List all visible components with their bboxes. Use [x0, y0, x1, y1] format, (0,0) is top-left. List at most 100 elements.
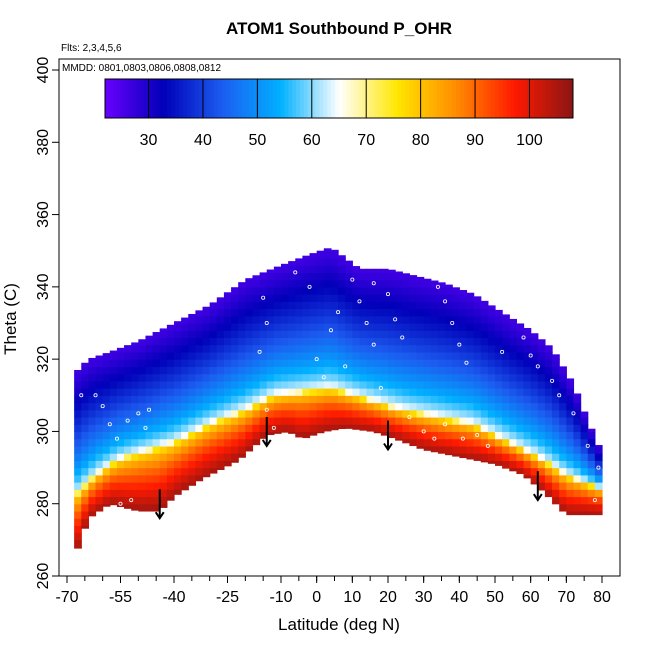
- curtain-cell: [480, 359, 489, 367]
- curtain-cell: [116, 474, 125, 483]
- curtain-cell: [409, 315, 418, 324]
- curtain-cell: [430, 366, 439, 375]
- colorbar-swatch: [510, 79, 515, 118]
- curtain-cell: [166, 474, 175, 483]
- sample-marker: [118, 501, 123, 506]
- curtain-cell: [330, 294, 339, 302]
- curtain-cell: [380, 351, 389, 360]
- colorbar-tick-label: 80: [412, 132, 430, 149]
- curtain-cell: [302, 366, 311, 375]
- curtain-cell: [124, 445, 132, 454]
- curtain-cell: [587, 510, 596, 516]
- curtain-cell: [88, 373, 97, 382]
- curtain-cell: [480, 445, 489, 454]
- curtain-cell: [466, 438, 475, 447]
- curtain-cell: [74, 547, 82, 549]
- curtain-cell: [266, 323, 275, 331]
- colorbar-swatch: [428, 79, 434, 118]
- curtain-cell: [174, 416, 182, 425]
- colorbar-swatch: [346, 79, 352, 118]
- curtain-cell: [209, 388, 218, 396]
- curtain-cell: [388, 272, 396, 281]
- sample-marker: [400, 335, 405, 340]
- sample-marker: [257, 349, 262, 354]
- curtain-cell: [445, 323, 453, 331]
- curtain-cell: [345, 388, 353, 396]
- curtain-cell: [152, 482, 161, 490]
- curtain-cell: [88, 395, 97, 404]
- curtain-cell: [380, 294, 389, 302]
- curtain-cell: [430, 431, 439, 440]
- curtain-cell: [159, 366, 168, 375]
- curtain-cell: [209, 453, 218, 461]
- curtain-cell: [395, 380, 403, 389]
- curtain-cell: [430, 402, 439, 411]
- curtain-cell: [302, 424, 311, 433]
- curtain-cell: [252, 359, 261, 367]
- curtain-cell: [452, 373, 460, 382]
- curtain-cell: [295, 308, 303, 317]
- curtain-cell: [523, 467, 532, 476]
- curtain-cell: [95, 445, 104, 454]
- curtain-cell: [131, 342, 139, 346]
- curtain-column: [338, 255, 346, 430]
- curtain-cell: [359, 268, 368, 273]
- curtain-cell: [152, 332, 161, 339]
- curtain-cell: [323, 337, 332, 346]
- curtain-cell: [181, 373, 189, 382]
- curtain-cell: [188, 402, 196, 411]
- curtain-cell: [202, 467, 211, 476]
- curtain-cell: [388, 337, 396, 346]
- curtain-cell: [466, 388, 475, 396]
- curtain-cell: [445, 308, 453, 317]
- curtain-cell: [195, 474, 204, 482]
- curtain-cell: [245, 373, 254, 382]
- curtain-cell: [181, 317, 189, 324]
- curtain-cell: [188, 467, 196, 476]
- curtain-cell: [509, 445, 517, 454]
- curtain-cell: [516, 395, 525, 404]
- curtain-cell: [530, 388, 539, 396]
- curtain-cell: [109, 438, 118, 447]
- curtain-cell: [487, 431, 496, 440]
- curtain-cell: [216, 308, 225, 317]
- curtain-cell: [188, 359, 196, 367]
- curtain-cell: [338, 366, 346, 375]
- curtain-cell: [295, 286, 303, 295]
- curtain-cell: [580, 503, 589, 512]
- curtain-cell: [480, 453, 489, 461]
- curtain-cell: [181, 474, 189, 483]
- curtain-cell: [266, 330, 275, 339]
- curtain-cell: [587, 489, 596, 498]
- curtain-cell: [330, 395, 339, 404]
- curtain-cell: [366, 380, 375, 389]
- curtain-column: [473, 296, 482, 461]
- curtain-cell: [502, 366, 510, 375]
- curtain-cell: [259, 366, 268, 375]
- curtain-cell: [266, 308, 275, 317]
- curtain-cell: [580, 438, 589, 447]
- curtain-cell: [509, 337, 517, 346]
- curtain-cell: [302, 294, 311, 302]
- curtain-cell: [159, 359, 168, 367]
- curtain-cell: [295, 388, 303, 396]
- x-tick-label: -40: [162, 589, 185, 606]
- curtain-cell: [523, 395, 532, 404]
- curtain-cell: [181, 351, 189, 360]
- curtain-cell: [416, 279, 425, 288]
- curtain-cell: [409, 395, 418, 404]
- curtain-cell: [124, 409, 132, 418]
- curtain-cell: [309, 253, 318, 259]
- curtain-cell: [559, 496, 567, 505]
- curtain-cell: [195, 388, 204, 396]
- curtain-cell: [473, 344, 482, 353]
- curtain-cell: [509, 318, 517, 324]
- curtain-cell: [81, 474, 89, 483]
- sample-marker: [521, 335, 526, 340]
- curtain-cell: [159, 424, 168, 433]
- curtain-cell: [338, 272, 346, 281]
- curtain-cell: [530, 359, 539, 367]
- curtain-cell: [238, 366, 246, 375]
- curtain-cell: [573, 395, 582, 404]
- curtain-cell: [330, 265, 339, 273]
